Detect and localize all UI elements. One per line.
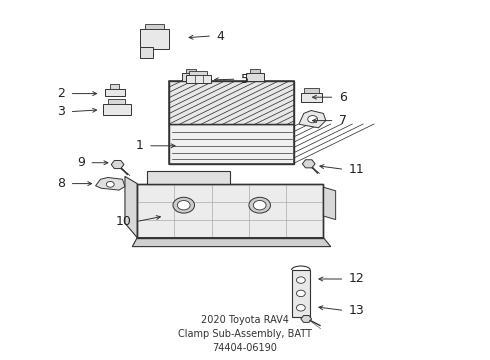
Bar [169, 81, 294, 124]
Circle shape [173, 197, 195, 213]
Text: 6: 6 [339, 91, 347, 104]
Bar [108, 99, 125, 104]
Bar [292, 270, 310, 317]
Text: 8: 8 [57, 177, 65, 190]
Text: 4: 4 [217, 30, 224, 42]
Text: 9: 9 [77, 156, 85, 169]
Bar [246, 73, 264, 81]
Polygon shape [299, 111, 326, 128]
Bar [301, 93, 322, 102]
Text: 3: 3 [57, 105, 65, 118]
Text: 11: 11 [349, 163, 365, 176]
Bar [137, 184, 323, 238]
Circle shape [308, 116, 318, 123]
Polygon shape [125, 176, 137, 238]
Bar [137, 184, 323, 238]
Bar [169, 124, 294, 164]
Bar [140, 29, 169, 49]
Bar [147, 171, 230, 184]
Text: 5: 5 [241, 73, 249, 86]
Text: 7: 7 [339, 114, 347, 127]
Circle shape [253, 201, 266, 210]
Circle shape [249, 197, 270, 213]
Polygon shape [301, 315, 312, 323]
Polygon shape [132, 238, 331, 247]
Circle shape [296, 305, 305, 311]
Circle shape [106, 181, 114, 187]
Polygon shape [302, 160, 315, 168]
Polygon shape [323, 187, 336, 220]
Bar [103, 104, 131, 115]
Text: 2020 Toyota RAV4
Clamp Sub-Assembly, BATT
74404-06190: 2020 Toyota RAV4 Clamp Sub-Assembly, BAT… [178, 315, 312, 353]
Bar [189, 71, 207, 75]
Bar [304, 88, 319, 93]
Bar [169, 81, 294, 164]
Bar [105, 89, 125, 96]
Bar [145, 24, 164, 29]
Circle shape [296, 290, 305, 297]
Polygon shape [96, 177, 125, 190]
Bar [186, 69, 196, 73]
Bar [186, 75, 211, 83]
Bar [110, 84, 119, 89]
Bar [250, 69, 260, 73]
Text: 10: 10 [116, 215, 131, 228]
Text: 12: 12 [349, 273, 365, 285]
Circle shape [296, 277, 305, 283]
Bar [140, 47, 153, 58]
Polygon shape [111, 161, 124, 168]
Text: 2: 2 [57, 87, 65, 100]
Circle shape [177, 201, 190, 210]
Text: 1: 1 [136, 139, 144, 152]
Bar [182, 73, 200, 81]
Text: 13: 13 [349, 304, 365, 317]
